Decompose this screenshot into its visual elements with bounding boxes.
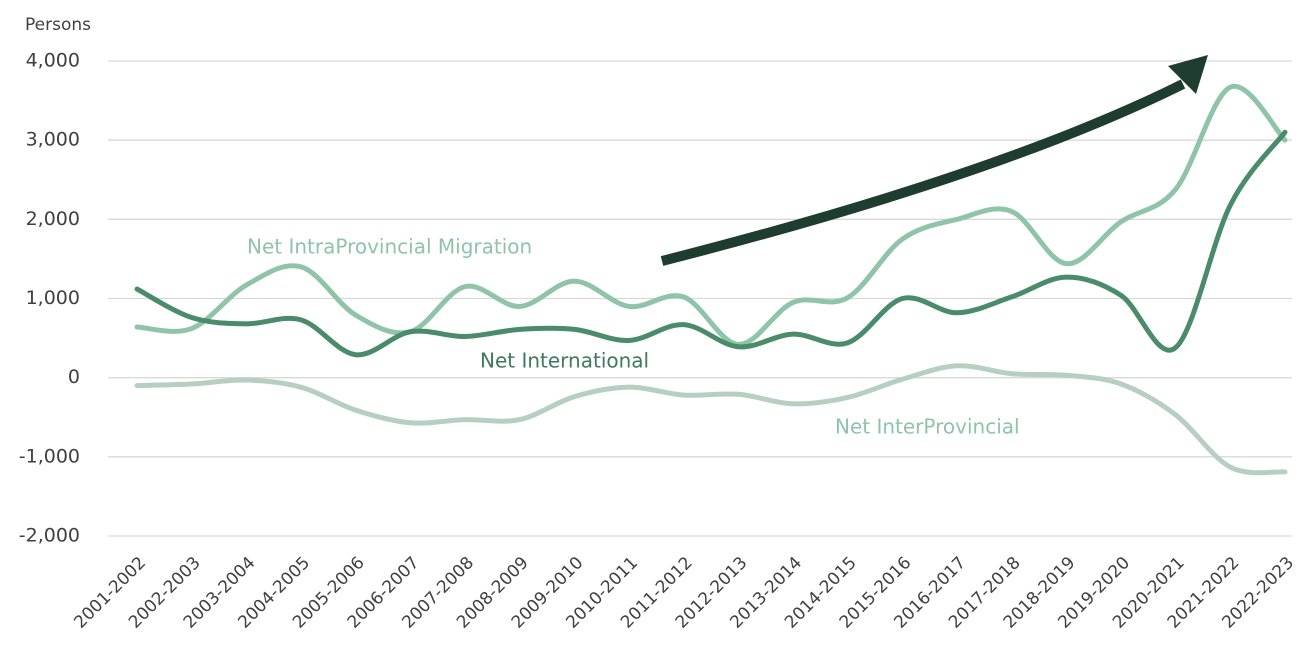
series-line	[134, 129, 1288, 358]
series-label: Net International	[480, 349, 649, 373]
y-tick-label: 1,000	[26, 287, 80, 309]
y-tick-label: 0	[68, 366, 80, 388]
series-line	[134, 363, 1288, 476]
lines	[134, 83, 1288, 476]
y-tick-label: -2,000	[19, 525, 80, 547]
trend-arrowhead	[1168, 55, 1208, 94]
y-axis-label: Persons	[25, 15, 91, 35]
grid	[108, 60, 1292, 537]
series-label: Net InterProvincial	[835, 415, 1020, 439]
y-tick-label: 2,000	[26, 208, 80, 230]
y-tick-label: 3,000	[26, 129, 80, 151]
y-tick-label: -1,000	[19, 445, 80, 467]
series-label: Net IntraProvincial Migration	[247, 235, 532, 259]
series-line	[134, 83, 1288, 347]
y-tick-label: 4,000	[26, 50, 80, 72]
trend-arrow	[660, 79, 1186, 266]
